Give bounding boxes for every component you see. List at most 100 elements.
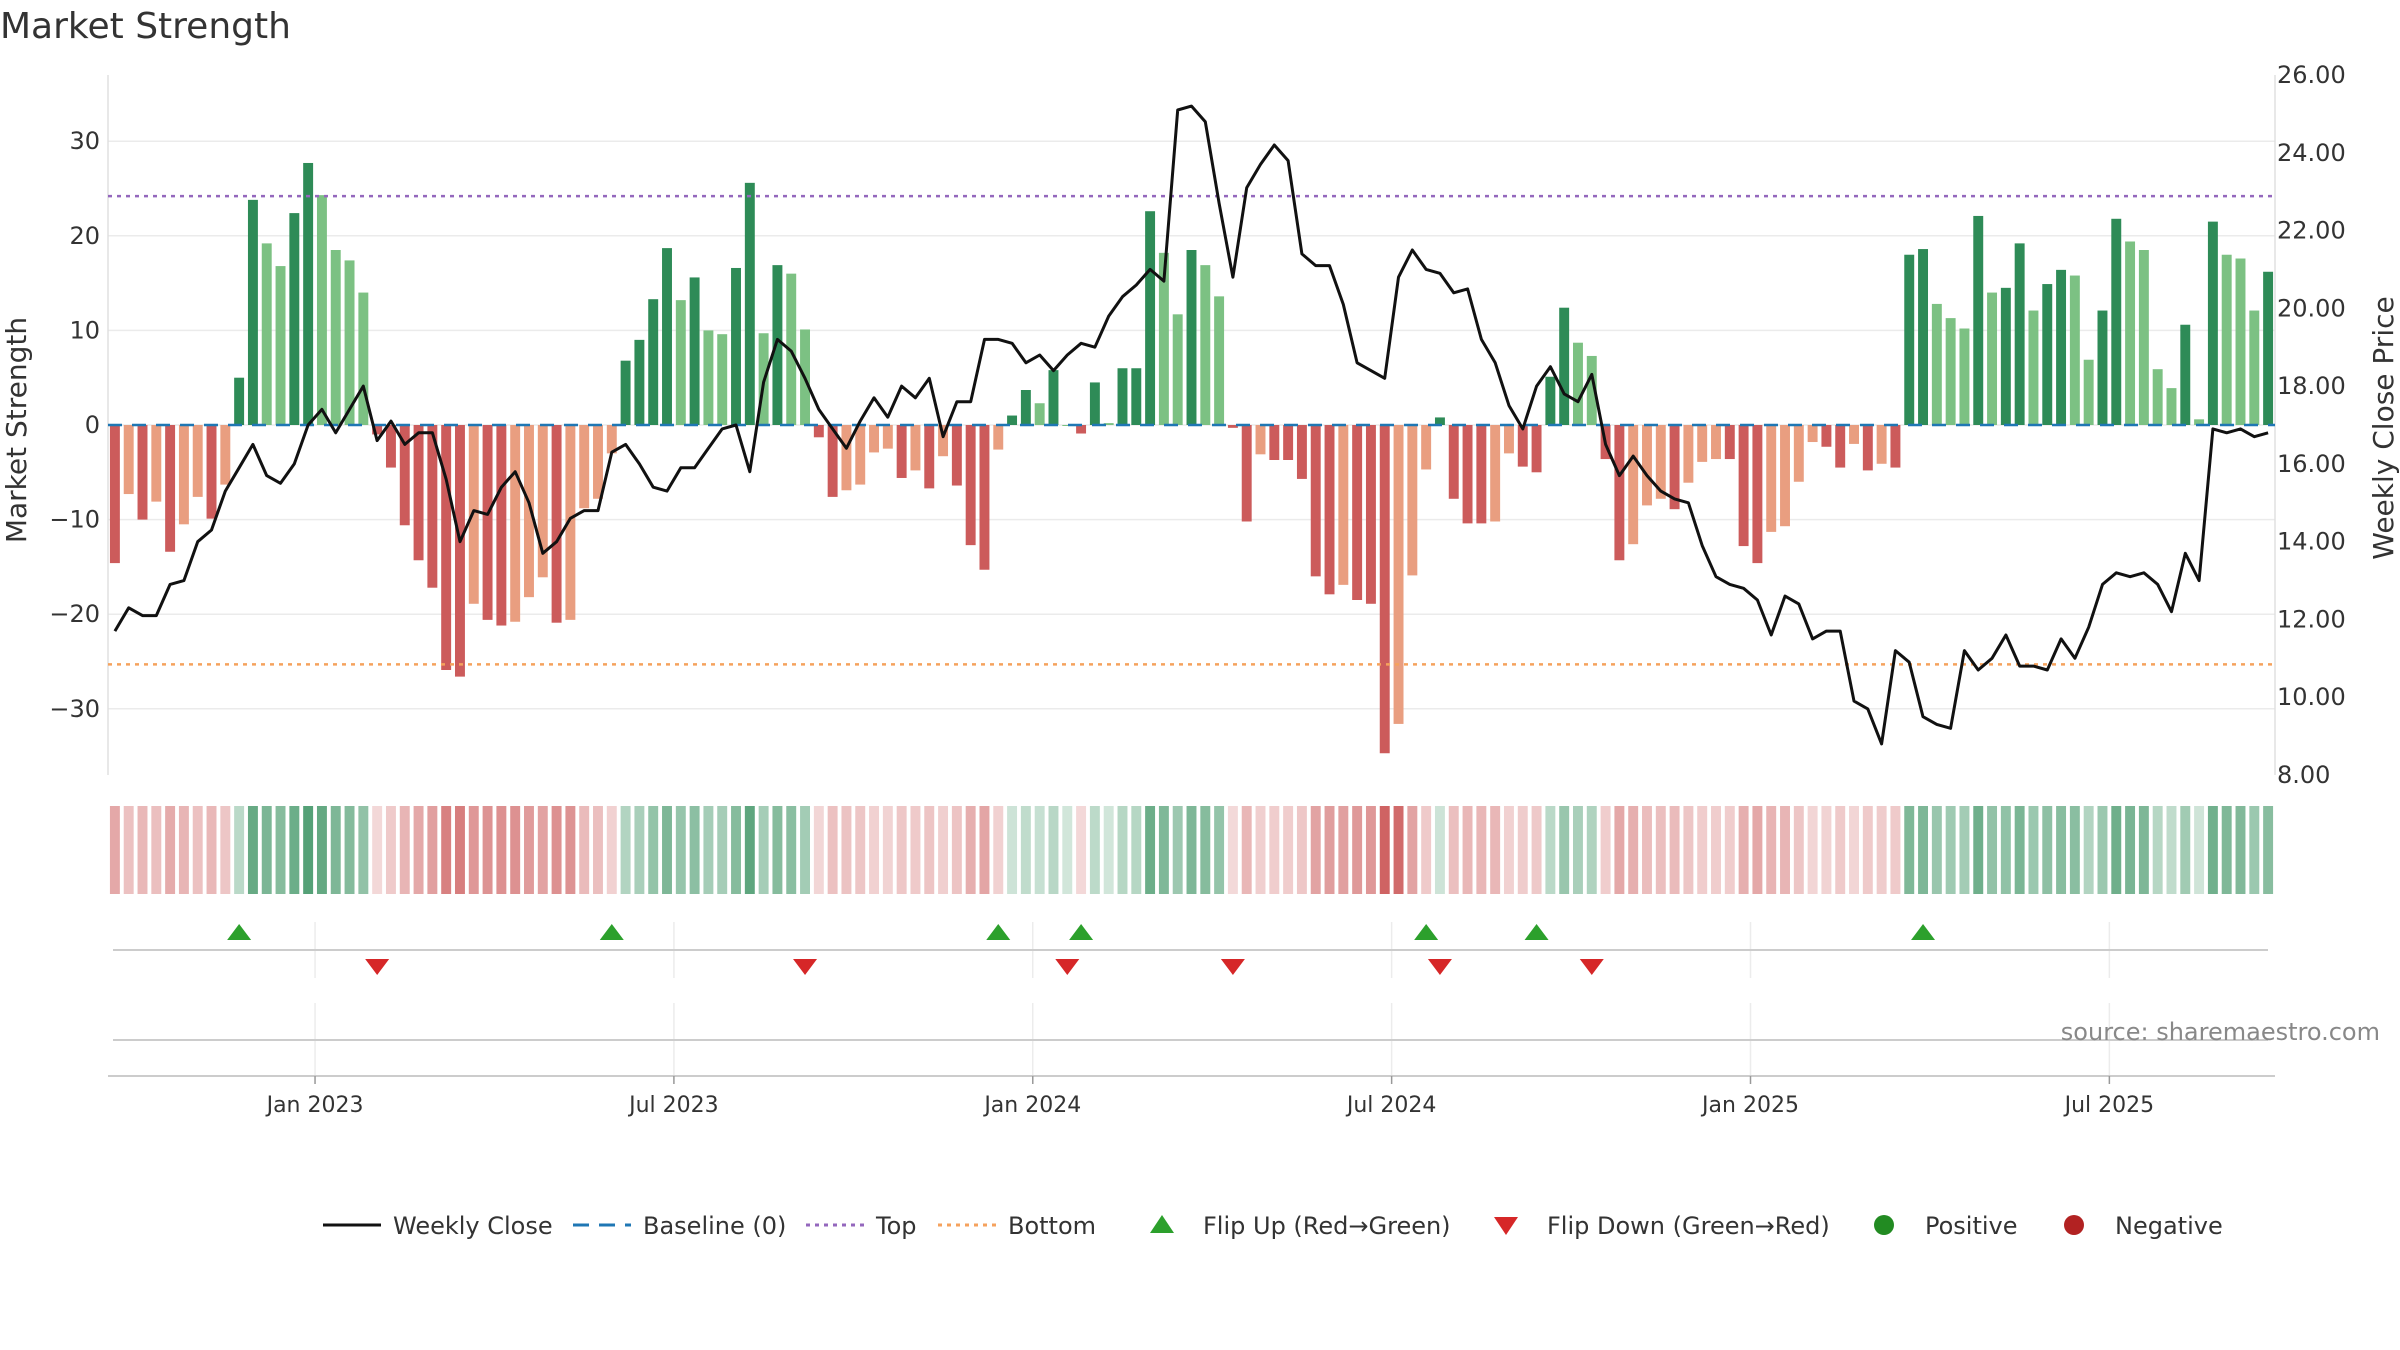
left-axis-label: Market Strength <box>0 317 33 543</box>
strength-bar <box>1214 296 1225 425</box>
strip-cell <box>800 806 810 894</box>
strength-bar <box>1531 425 1542 473</box>
strip-cell <box>1089 806 1100 894</box>
strip-cell <box>896 806 907 894</box>
strip-cell <box>2249 806 2260 894</box>
strength-bar <box>1379 425 1390 754</box>
right-axis-ticks: 26.00 24.00 22.00 20.00 18.00 16.00 14.00 12.00… <box>2277 61 2346 789</box>
strength-bar <box>1862 425 1873 471</box>
strip-cell <box>1476 806 1487 894</box>
strip-cell <box>565 806 576 894</box>
strip-cell <box>1807 806 1818 894</box>
strip-cell <box>1655 806 1666 894</box>
strength-bar <box>344 260 355 425</box>
strength-bar <box>1586 355 1597 425</box>
strip-cell <box>924 806 935 894</box>
flip-down-marker <box>793 959 818 975</box>
strength-bar <box>813 425 824 438</box>
strip-cell <box>979 806 990 894</box>
strength-bar <box>496 425 507 626</box>
weekly-close-series <box>113 104 2269 746</box>
strip-cell <box>1752 806 1763 894</box>
flip-up-marker <box>227 924 252 940</box>
strength-bar <box>1172 314 1183 425</box>
strip-cell <box>1945 806 1956 894</box>
strength-bar <box>2056 269 2067 425</box>
flip-down-marker <box>1427 959 1452 975</box>
x-tick-label: Jan 2025 <box>1700 1093 1799 1118</box>
strength-bar <box>717 334 728 425</box>
strength-bar <box>2166 388 2177 425</box>
strength-bar <box>896 425 907 478</box>
legend-item: Weekly Close <box>323 1212 553 1240</box>
strip-cell <box>1959 806 1970 894</box>
strength-bar <box>2263 271 2274 425</box>
strength-bar <box>1283 425 1294 460</box>
left-tick-label: 20 <box>69 222 100 250</box>
strip-cell <box>1890 806 1901 894</box>
flip-up-marker <box>1069 924 1094 940</box>
right-tick-label: 14.00 <box>2277 528 2346 556</box>
strip-cell <box>634 806 645 894</box>
strength-bar <box>1835 425 1846 468</box>
strength-bar <box>137 425 148 520</box>
legend-label: Top <box>875 1212 917 1240</box>
strength-bar <box>2180 324 2191 425</box>
legend-item: Negative <box>2064 1212 2223 1240</box>
strip-cell <box>1103 806 1114 894</box>
strip-cell <box>1904 806 1915 894</box>
strength-bar <box>261 243 272 425</box>
strength-bar <box>1324 425 1335 595</box>
strength-bar <box>1448 425 1459 499</box>
strength-bar <box>2138 250 2149 425</box>
flip-down-marker <box>1579 959 1604 975</box>
strip-cell <box>551 806 562 894</box>
strength-bar <box>1849 425 1859 444</box>
strip-cell <box>1131 806 1142 894</box>
strip-cell <box>965 806 976 894</box>
strength-bar <box>1421 425 1432 470</box>
strength-bar <box>1227 425 1238 428</box>
strength-bar <box>1007 415 1018 425</box>
legend-item: Flip Down (Green→Red) <box>1494 1212 1830 1240</box>
strength-bar <box>1490 425 1501 522</box>
strength-bar <box>1890 425 1901 468</box>
strength-bar <box>178 425 189 525</box>
strength-bar <box>1434 417 1445 425</box>
strip-cell <box>2263 806 2274 894</box>
strip-cell <box>1766 806 1777 894</box>
strength-bar <box>1310 425 1321 577</box>
strip-cell <box>261 806 272 894</box>
strength-bar <box>220 425 231 485</box>
legend-item: Flip Up (Red→Green) <box>1150 1212 1451 1240</box>
right-tick-label: 18.00 <box>2277 372 2346 400</box>
strip-cell <box>1876 806 1887 894</box>
strength-bar <box>1186 250 1197 425</box>
strength-bar <box>1255 425 1266 455</box>
strip-cell <box>1697 806 1708 894</box>
strip-cell <box>234 806 245 894</box>
strength-bar <box>731 267 741 425</box>
x-tick-label: Jan 2024 <box>982 1093 1081 1118</box>
strength-bar <box>1876 425 1887 464</box>
strip-cell <box>2166 806 2177 894</box>
strength-bar <box>1931 303 1942 425</box>
left-tick-label: −20 <box>49 600 100 628</box>
strength-bar <box>1076 425 1087 434</box>
strip-cell <box>192 806 203 894</box>
strength-bar <box>2249 310 2260 425</box>
strip-cell <box>1821 806 1832 894</box>
strength-bar <box>330 250 341 425</box>
strip-cell <box>468 806 479 894</box>
legend-label: Negative <box>2115 1212 2223 1240</box>
strength-bar <box>1269 425 1280 460</box>
strip-cell <box>731 806 741 894</box>
strip-cell <box>1683 806 1694 894</box>
strength-bar <box>234 377 245 425</box>
right-tick-label: 20.00 <box>2277 294 2346 322</box>
strength-bar <box>1352 425 1363 600</box>
strip-cell <box>206 806 217 894</box>
x-tick-label: Jul 2025 <box>2063 1093 2155 1118</box>
strength-bar <box>1945 318 1956 425</box>
strip-cell <box>441 806 452 894</box>
